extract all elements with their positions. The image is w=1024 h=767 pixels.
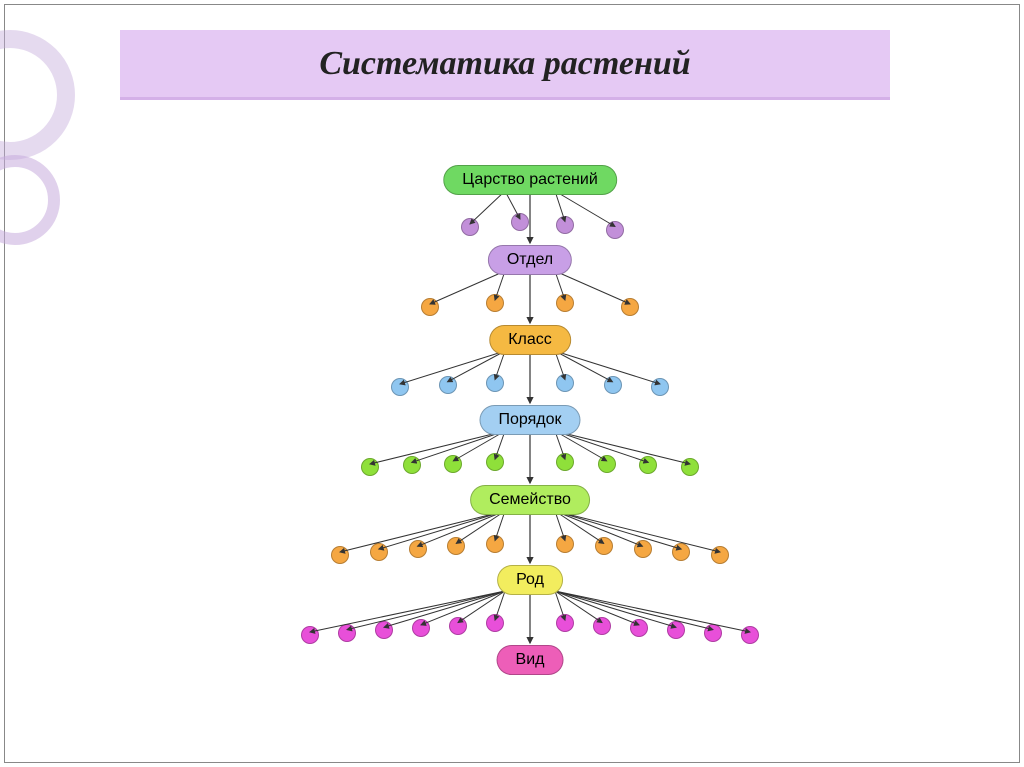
- taxonomy-dot: [361, 458, 379, 476]
- taxonomy-dot: [651, 378, 669, 396]
- title-bar: Систематика растений: [120, 30, 890, 100]
- taxonomy-dot: [331, 546, 349, 564]
- taxonomy-dot: [421, 298, 439, 316]
- taxonomy-dot: [606, 221, 624, 239]
- taxonomy-dot: [449, 617, 467, 635]
- taxonomy-pill: Семейство: [470, 485, 590, 515]
- taxonomy-dot: [681, 458, 699, 476]
- taxonomy-dot: [439, 376, 457, 394]
- taxonomy-dot: [556, 614, 574, 632]
- taxonomy-pill: Отдел: [488, 245, 572, 275]
- taxonomy-dot: [593, 617, 611, 635]
- taxonomy-dot: [556, 535, 574, 553]
- taxonomy-dot: [403, 456, 421, 474]
- taxonomy-dot: [556, 374, 574, 392]
- taxonomy-dot: [461, 218, 479, 236]
- taxonomy-dot: [630, 619, 648, 637]
- taxonomy-pill: Царство растений: [443, 165, 617, 195]
- page-title: Систематика растений: [319, 45, 690, 83]
- taxonomy-pill: Порядок: [479, 405, 580, 435]
- taxonomy-dot: [667, 621, 685, 639]
- taxonomy-dot: [511, 213, 529, 231]
- taxonomy-pill: Класс: [489, 325, 571, 355]
- taxonomy-dot: [556, 216, 574, 234]
- taxonomy-dot: [409, 540, 427, 558]
- taxonomy-dot: [338, 624, 356, 642]
- taxonomy-dot: [391, 378, 409, 396]
- taxonomy-dot: [598, 455, 616, 473]
- taxonomy-dot: [639, 456, 657, 474]
- taxonomy-dot: [447, 537, 465, 555]
- taxonomy-dot: [486, 374, 504, 392]
- taxonomy-dot: [486, 614, 504, 632]
- taxonomy-dot: [412, 619, 430, 637]
- taxonomy-dot: [370, 543, 388, 561]
- taxonomy-dot: [672, 543, 690, 561]
- taxonomy-dot: [704, 624, 722, 642]
- taxonomy-dot: [556, 294, 574, 312]
- taxonomy-dot: [621, 298, 639, 316]
- taxonomy-diagram: Царство растений Отдел Класс Порядок Семейст…: [260, 165, 800, 735]
- taxonomy-dot: [556, 453, 574, 471]
- taxonomy-dot: [486, 453, 504, 471]
- taxonomy-dot: [741, 626, 759, 644]
- taxonomy-pill: Вид: [497, 645, 564, 675]
- taxonomy-dot: [486, 535, 504, 553]
- taxonomy-dot: [595, 537, 613, 555]
- taxonomy-dot: [301, 626, 319, 644]
- taxonomy-dot: [444, 455, 462, 473]
- taxonomy-dot: [634, 540, 652, 558]
- taxonomy-dot: [375, 621, 393, 639]
- taxonomy-dot: [486, 294, 504, 312]
- taxonomy-pill: Род: [497, 565, 563, 595]
- taxonomy-dot: [711, 546, 729, 564]
- taxonomy-dot: [604, 376, 622, 394]
